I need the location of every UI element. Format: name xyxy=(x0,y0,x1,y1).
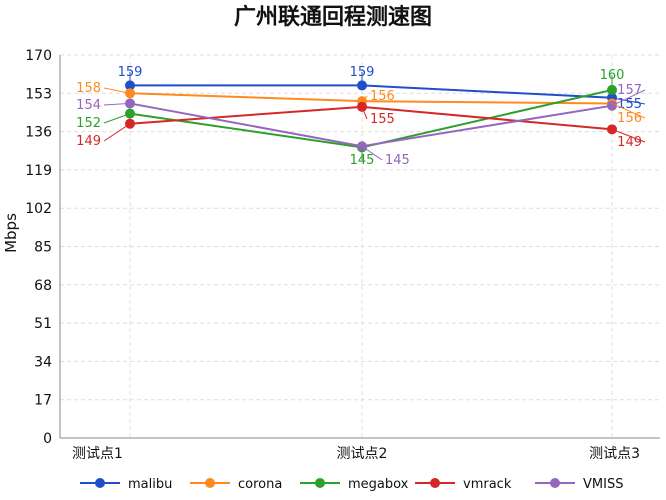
y-tick-label: 153 xyxy=(25,86,52,102)
data-label-vmrack: 149 xyxy=(617,135,642,150)
y-tick-label: 119 xyxy=(25,163,52,179)
label-leader-vmrack xyxy=(103,123,131,142)
label-leader-megabox xyxy=(103,113,131,124)
y-tick-label: 85 xyxy=(34,240,52,256)
legend-label-VMISS: VMISS xyxy=(583,477,623,492)
data-labels: 159 159 155 158 156 156 152 145 160 149 155 149 154 1… xyxy=(76,65,646,168)
data-label-VMISS: 154 xyxy=(76,98,101,113)
label-leader-corona xyxy=(361,95,368,102)
data-label-corona: 156 xyxy=(370,89,395,104)
legend-marker-VMISS xyxy=(550,478,560,488)
data-label-corona: 156 xyxy=(617,111,642,126)
x-tick-label: 测试点2 xyxy=(337,446,388,462)
label-leader-vmrack xyxy=(611,128,646,143)
data-label-megabox: 152 xyxy=(76,116,101,131)
chart-title: 广州联通回程测速图 xyxy=(234,4,432,30)
data-label-vmrack: 149 xyxy=(76,134,101,149)
label-leader-VMISS xyxy=(611,89,646,107)
legend-marker-vmrack xyxy=(430,478,440,488)
label-leader-VMISS xyxy=(361,145,383,161)
legend-label-malibu: malibu xyxy=(128,477,172,492)
y-tick-label: 170 xyxy=(25,48,52,64)
data-label-corona: 158 xyxy=(76,81,101,96)
label-leader-vmrack xyxy=(361,106,368,120)
data-label-VMISS: 145 xyxy=(385,153,410,168)
y-tick-label: 51 xyxy=(34,316,52,332)
data-label-malibu: 159 xyxy=(350,65,375,80)
data-label-VMISS: 157 xyxy=(617,83,642,98)
label-leader-malibu xyxy=(611,97,646,105)
data-label-megabox: 145 xyxy=(350,153,375,168)
axes: 0 17 34 51 68 85 102 119 136 153 170 测试点1 测试点2 测试点3 xyxy=(25,48,660,462)
y-tick-label: 17 xyxy=(34,393,52,409)
y-tick-label: 102 xyxy=(25,201,52,217)
label-leader-corona xyxy=(103,87,131,94)
data-label-vmrack: 155 xyxy=(370,112,395,127)
legend: malibu corona megabox vmrack VMISS xyxy=(80,477,623,492)
data-label-megabox: 160 xyxy=(600,68,625,83)
y-tick-label: 0 xyxy=(43,431,52,447)
label-leader-corona xyxy=(611,102,646,119)
data-label-malibu: 155 xyxy=(617,97,642,112)
x-tick-label: 测试点3 xyxy=(589,446,640,462)
y-tick-label: 34 xyxy=(34,354,52,370)
x-tick-label: 测试点1 xyxy=(72,446,123,462)
label-leader-VMISS xyxy=(103,102,131,106)
legend-marker-malibu xyxy=(95,478,105,488)
legend-label-megabox: megabox xyxy=(348,477,409,492)
y-axis-label: Mbps xyxy=(2,213,20,253)
grid xyxy=(60,54,660,439)
data-label-malibu: 159 xyxy=(118,65,143,80)
y-tick-label: 68 xyxy=(34,278,52,294)
legend-marker-corona xyxy=(205,478,215,488)
y-tick-label: 136 xyxy=(25,125,52,141)
legend-marker-megabox xyxy=(315,478,325,488)
legend-label-corona: corona xyxy=(238,477,282,492)
legend-label-vmrack: vmrack xyxy=(463,477,512,492)
